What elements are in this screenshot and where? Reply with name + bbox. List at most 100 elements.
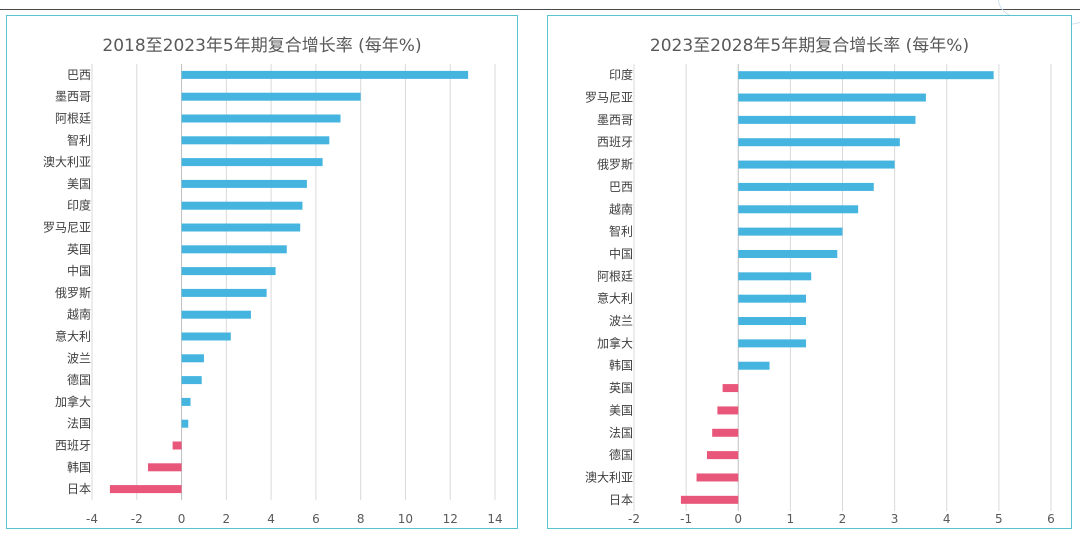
bar-德国: [181, 376, 202, 385]
category-label: 德国: [67, 372, 91, 387]
category-label: 罗马尼亚: [43, 221, 91, 235]
category-label: 俄罗斯: [55, 286, 91, 300]
bar-阿根廷: [738, 272, 812, 281]
tick-label: 10: [398, 512, 413, 526]
bar-法国: [181, 419, 189, 428]
tick-label: 1: [787, 512, 795, 526]
bar-印度: [738, 71, 994, 80]
category-label: 波兰: [609, 314, 633, 328]
category-label: 澳大利亚: [585, 470, 633, 484]
bar-澳大利亚: [696, 473, 739, 482]
bar-加拿大: [181, 397, 191, 406]
category-label: 德国: [609, 447, 633, 462]
bar-墨西哥: [738, 115, 916, 124]
tick-label: -4: [86, 512, 98, 526]
bar-智利: [181, 136, 330, 145]
tick-label: 8: [357, 512, 365, 526]
bar-日本: [109, 485, 182, 494]
category-label: 巴西: [67, 68, 91, 82]
category-label: 阿根廷: [597, 269, 633, 283]
category-label: 智利: [609, 224, 633, 239]
bar-波兰: [738, 317, 807, 326]
bar-波兰: [181, 354, 204, 363]
tick-label: 0: [178, 512, 186, 526]
bar-阿根廷: [181, 114, 341, 123]
bar-英国: [722, 384, 739, 393]
bar-chart-2023-2028: 印度罗马尼亚墨西哥西班牙俄罗斯巴西越南智利中国阿根廷意大利波兰加拿大韩国英国美国…: [585, 64, 1055, 526]
category-label: 印度: [609, 67, 633, 82]
bar-西班牙: [172, 441, 182, 450]
category-label: 阿根廷: [55, 112, 91, 126]
category-label: 澳大利亚: [43, 155, 91, 169]
category-label: 加拿大: [597, 335, 633, 350]
bar-美国: [181, 179, 307, 188]
category-label: 意大利: [597, 291, 633, 306]
category-label: 西班牙: [597, 135, 633, 149]
category-label: 墨西哥: [597, 113, 633, 127]
bar-加拿大: [738, 339, 807, 348]
category-label: 日本: [609, 493, 633, 507]
category-label: 韩国: [609, 358, 633, 373]
bar-智利: [738, 227, 843, 236]
category-label: 中国: [609, 246, 633, 261]
bar-中国: [738, 249, 838, 258]
bar-俄罗斯: [738, 160, 895, 169]
category-label: 韩国: [67, 459, 91, 474]
tick-label: 3: [891, 512, 899, 526]
category-label: 美国: [67, 177, 91, 191]
bar-韩国: [147, 463, 182, 472]
bar-俄罗斯: [181, 288, 267, 297]
category-label: 越南: [67, 307, 91, 322]
tick-label: -2: [131, 512, 143, 526]
tick-label: 2: [839, 512, 847, 526]
bar-西班牙: [738, 138, 900, 147]
tick-label: -2: [628, 512, 640, 526]
tick-label: 14: [487, 512, 502, 526]
tick-label: 2: [223, 512, 231, 526]
category-label: 越南: [609, 201, 633, 216]
category-label: 加拿大: [55, 394, 91, 409]
bar-越南: [738, 205, 859, 214]
category-label: 墨西哥: [55, 90, 91, 104]
category-label: 西班牙: [55, 439, 91, 453]
category-label: 日本: [67, 482, 91, 496]
category-label: 法国: [609, 426, 633, 440]
category-label: 印度: [67, 198, 91, 213]
bar-越南: [181, 310, 251, 319]
bar-法国: [712, 428, 739, 437]
category-label: 巴西: [609, 180, 633, 194]
bar-罗马尼亚: [738, 93, 926, 102]
category-label: 波兰: [67, 351, 91, 365]
tick-label: 4: [267, 512, 275, 526]
bar-巴西: [181, 70, 469, 79]
chart-panel-2018-2023: 2018至2023年5年期复合增长率 (每年%) 巴西墨西哥阿根廷智利澳大利亚美…: [6, 15, 518, 529]
category-label: 意大利: [55, 329, 91, 344]
bar-日本: [680, 495, 739, 504]
tick-label: 0: [734, 512, 742, 526]
chart-panel-2023-2028: 2023至2028年5年期复合增长率 (每年%) 印度 罗马尼亚 墨西哥 西班牙 俄罗斯…: [547, 15, 1072, 529]
bar-中国: [181, 267, 276, 276]
bar-德国: [706, 451, 739, 460]
category-label: 智利: [67, 132, 91, 147]
category-label: 英国: [67, 242, 91, 256]
category-label: 罗马尼亚: [585, 91, 633, 105]
bar-巴西: [738, 182, 874, 191]
tick-label: -1: [680, 512, 692, 526]
chart-title: 2018至2023年5年期复合增长率 (每年%): [102, 36, 422, 56]
tick-label: 4: [943, 512, 951, 526]
bar-印度: [181, 201, 303, 210]
tick-label: 5: [995, 512, 1003, 526]
header-rule: [0, 9, 1080, 10]
bar-意大利: [181, 332, 231, 341]
bar-chart-2018-2023: 巴西墨西哥阿根廷智利澳大利亚美国印度罗马尼亚英国中国俄罗斯越南意大利波兰德国加拿…: [43, 64, 503, 526]
category-label: 美国: [609, 403, 633, 417]
bar-英国: [181, 245, 287, 254]
tick-label: 6: [1047, 512, 1055, 526]
bar-美国: [717, 406, 739, 415]
category-label: 俄罗斯: [597, 158, 633, 172]
category-label: 中国: [67, 263, 91, 278]
bar-罗马尼亚: [181, 223, 301, 232]
bar-澳大利亚: [181, 158, 323, 167]
category-label: 法国: [67, 417, 91, 431]
tick-label: 12: [443, 512, 458, 526]
